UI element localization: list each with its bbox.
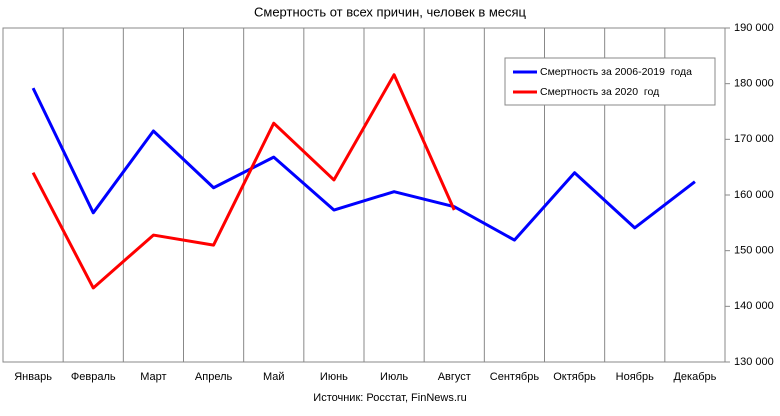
legend-box [504, 57, 716, 106]
y-tick-label: 130 000 [734, 356, 774, 368]
x-tick-label: Ноябрь [616, 371, 654, 383]
chart-title: Смертность от всех причин, человек в мес… [254, 4, 527, 19]
x-tick-label: Май [263, 371, 285, 383]
x-tick-label: Январь [14, 371, 52, 383]
legend-label: Смертность за 2006-2019 года [540, 66, 692, 78]
x-tick-label: Сентябрь [490, 371, 540, 383]
x-tick-label: Июнь [320, 371, 348, 383]
series-line [31, 73, 456, 290]
x-tick-label: Июль [380, 371, 408, 383]
y-tick-label: 140 000 [734, 300, 774, 312]
series-line [31, 87, 696, 242]
x-tick-label: Февраль [71, 371, 116, 383]
y-tick-label: 180 000 [734, 78, 774, 90]
x-tick-label: Апрель [195, 371, 233, 383]
x-tick-label: Октябрь [553, 371, 596, 383]
x-tick-label: Декабрь [673, 371, 716, 383]
x-tick-label: Август [438, 371, 471, 383]
x-tick-label: Март [140, 371, 166, 383]
legend-label: Смертность за 2020 год [540, 86, 659, 98]
y-tick-label: 170 000 [734, 133, 774, 145]
y-tick-label: 150 000 [734, 245, 774, 257]
y-tick-label: 190 000 [734, 22, 774, 34]
chart-subtitle: Источник: Росстат, FinNews.ru [313, 392, 466, 404]
y-tick-label: 160 000 [734, 189, 774, 201]
